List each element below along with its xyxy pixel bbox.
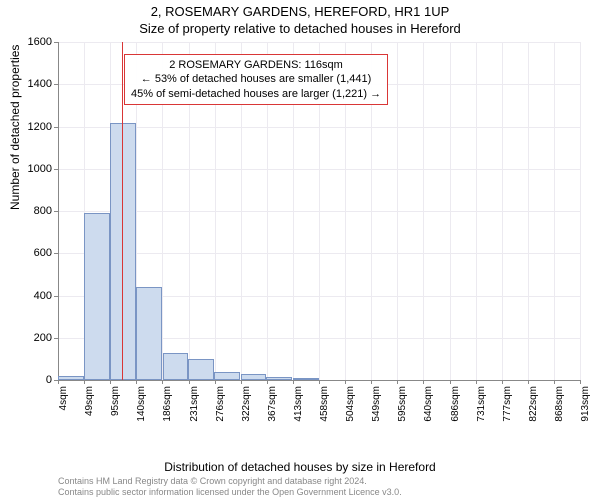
x-tick-label: 322sqm bbox=[241, 386, 252, 426]
y-tick-label: 800 bbox=[34, 205, 52, 217]
y-tick-label: 1000 bbox=[28, 163, 52, 175]
chart-title-main: 2, ROSEMARY GARDENS, HEREFORD, HR1 1UP bbox=[0, 0, 600, 19]
x-tick-label: 186sqm bbox=[162, 386, 173, 426]
annotation-line-3: 45% of semi-detached houses are larger (… bbox=[131, 87, 381, 101]
y-tick-label: 1400 bbox=[28, 78, 52, 90]
y-axis-label: Number of detached properties bbox=[8, 45, 22, 210]
bar bbox=[188, 359, 214, 380]
gridline-v bbox=[502, 42, 503, 380]
x-tick-label: 686sqm bbox=[450, 386, 461, 426]
x-tick-label: 276sqm bbox=[215, 386, 226, 426]
chart-title-sub: Size of property relative to detached ho… bbox=[0, 19, 600, 36]
y-tick-label: 1200 bbox=[28, 121, 52, 133]
bar bbox=[136, 287, 162, 380]
x-tick-label: 777sqm bbox=[502, 386, 513, 426]
annotation-box: 2 ROSEMARY GARDENS: 116sqm ← 53% of deta… bbox=[124, 54, 388, 105]
bar bbox=[163, 353, 189, 380]
bar bbox=[84, 213, 110, 380]
y-tick-label: 400 bbox=[34, 290, 52, 302]
chart-area: 2 ROSEMARY GARDENS: 116sqm ← 53% of deta… bbox=[58, 42, 580, 412]
x-tick-label: 822sqm bbox=[528, 386, 539, 426]
y-tick-label: 600 bbox=[34, 247, 52, 259]
x-axis-line bbox=[58, 380, 580, 381]
y-axis-line bbox=[58, 42, 59, 380]
footer-attribution: Contains HM Land Registry data © Crown c… bbox=[58, 476, 402, 498]
x-tick-label: 231sqm bbox=[189, 386, 200, 426]
x-tick-label: 95sqm bbox=[110, 386, 121, 426]
bar bbox=[214, 372, 240, 380]
x-tick-label: 49sqm bbox=[84, 386, 95, 426]
x-tick-label: 504sqm bbox=[345, 386, 356, 426]
x-tick-label: 549sqm bbox=[371, 386, 382, 426]
x-tick-label: 640sqm bbox=[423, 386, 434, 426]
x-tick-label: 4sqm bbox=[58, 386, 69, 426]
x-tick-label: 367sqm bbox=[267, 386, 278, 426]
x-tick-label: 731sqm bbox=[476, 386, 487, 426]
x-tick-mark bbox=[580, 380, 581, 384]
gridline-v bbox=[450, 42, 451, 380]
y-tick-label: 1600 bbox=[28, 36, 52, 48]
x-tick-label: 413sqm bbox=[293, 386, 304, 426]
gridline-v bbox=[397, 42, 398, 380]
gridline-v bbox=[580, 42, 581, 380]
bar bbox=[293, 378, 319, 380]
x-tick-label: 458sqm bbox=[319, 386, 330, 426]
gridline-v bbox=[528, 42, 529, 380]
y-tick-label: 0 bbox=[46, 374, 52, 386]
x-tick-label: 913sqm bbox=[580, 386, 591, 426]
footer-line-1: Contains HM Land Registry data © Crown c… bbox=[58, 476, 402, 487]
gridline-v bbox=[476, 42, 477, 380]
x-tick-label: 140sqm bbox=[136, 386, 147, 426]
bar bbox=[58, 376, 84, 380]
bar bbox=[266, 377, 292, 380]
x-axis-label: Distribution of detached houses by size … bbox=[0, 460, 600, 474]
annotation-line-1: 2 ROSEMARY GARDENS: 116sqm bbox=[131, 58, 381, 72]
annotation-line-2: ← 53% of detached houses are smaller (1,… bbox=[131, 72, 381, 86]
y-tick-label: 200 bbox=[34, 332, 52, 344]
bar bbox=[241, 374, 267, 380]
gridline-v bbox=[423, 42, 424, 380]
x-tick-label: 868sqm bbox=[554, 386, 565, 426]
x-tick-label: 595sqm bbox=[397, 386, 408, 426]
gridline-v bbox=[554, 42, 555, 380]
footer-line-2: Contains public sector information licen… bbox=[58, 487, 402, 498]
